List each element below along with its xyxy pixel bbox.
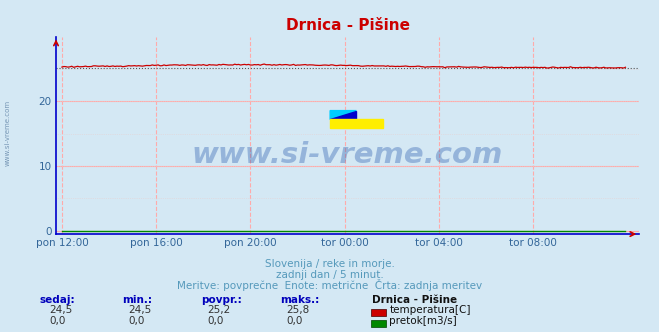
Text: www.si-vreme.com: www.si-vreme.com <box>5 100 11 166</box>
Text: www.si-vreme.com: www.si-vreme.com <box>192 141 503 169</box>
Text: 25,8: 25,8 <box>287 305 310 315</box>
Text: maks.:: maks.: <box>280 295 320 305</box>
Text: sedaj:: sedaj: <box>40 295 75 305</box>
Text: 0,0: 0,0 <box>208 316 224 326</box>
Text: 0,0: 0,0 <box>287 316 303 326</box>
Text: 0,0: 0,0 <box>129 316 145 326</box>
Polygon shape <box>330 111 357 120</box>
Text: 24,5: 24,5 <box>129 305 152 315</box>
Text: 25,2: 25,2 <box>208 305 231 315</box>
Text: zadnji dan / 5 minut.: zadnji dan / 5 minut. <box>275 270 384 280</box>
Text: Drnica - Pišine: Drnica - Pišine <box>372 295 457 305</box>
Text: 24,5: 24,5 <box>49 305 72 315</box>
Text: Slovenija / reke in morje.: Slovenija / reke in morje. <box>264 259 395 269</box>
Text: min.:: min.: <box>122 295 152 305</box>
Text: pretok[m3/s]: pretok[m3/s] <box>389 316 457 326</box>
Text: Meritve: povprečne  Enote: metrične  Črta: zadnja meritev: Meritve: povprečne Enote: metrične Črta:… <box>177 279 482 291</box>
Text: 0,0: 0,0 <box>49 316 66 326</box>
Text: temperatura[C]: temperatura[C] <box>389 305 471 315</box>
Polygon shape <box>330 111 357 120</box>
Text: povpr.:: povpr.: <box>201 295 242 305</box>
Title: Drnica - Pišine: Drnica - Pišine <box>285 18 410 33</box>
Bar <box>330 120 383 128</box>
